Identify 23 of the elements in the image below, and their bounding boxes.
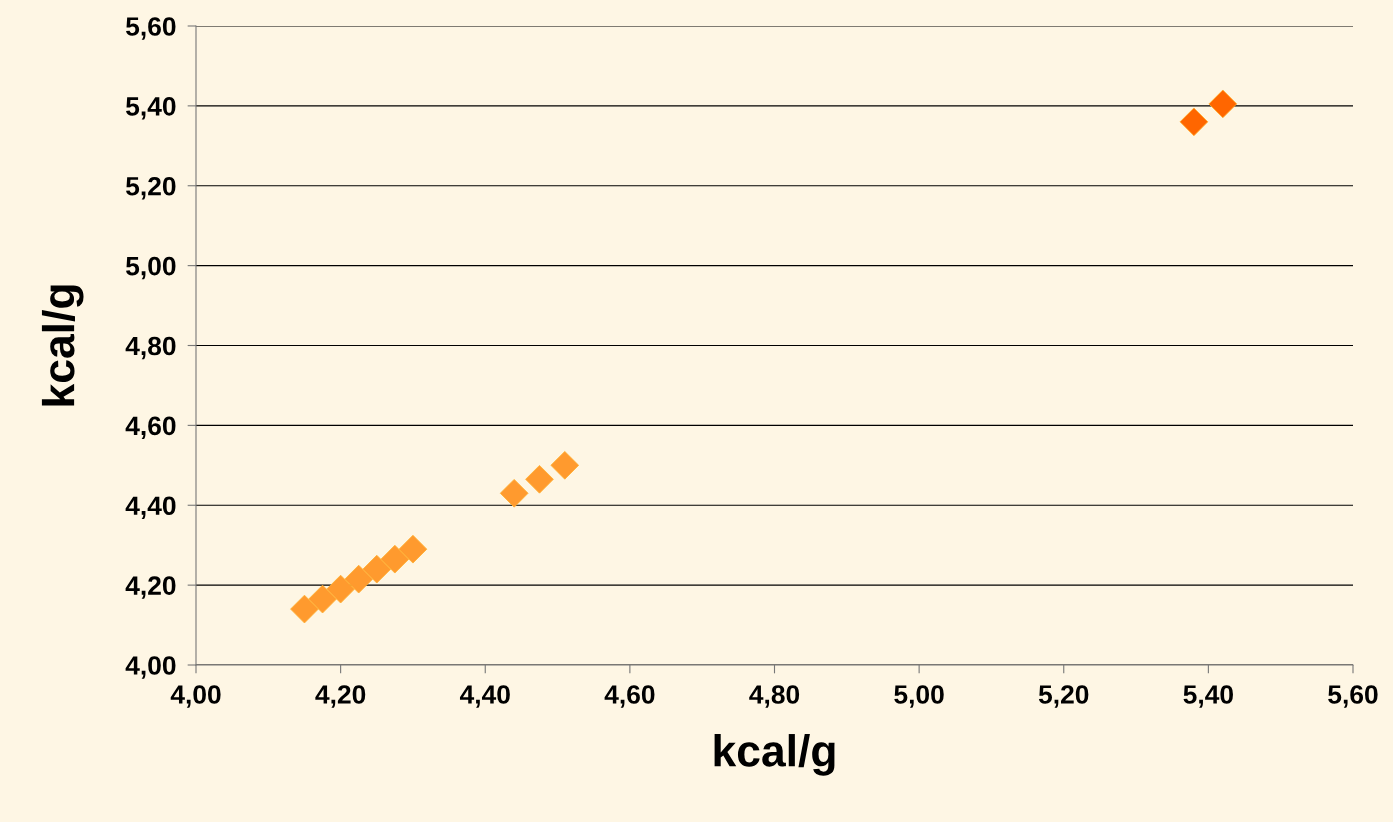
y-tick-label: 5,20 xyxy=(126,176,176,200)
x-tick-label: 5,60 xyxy=(1328,685,1378,708)
x-tick-label: 5,40 xyxy=(1183,685,1233,708)
y-tick-label: 5,40 xyxy=(126,97,176,120)
x-tick-label: 4,80 xyxy=(749,685,800,708)
y-tick-label: 4,00 xyxy=(125,656,176,679)
y-tick-label: 4,20 xyxy=(125,576,176,599)
point xyxy=(344,564,374,594)
x-tick-label: 5,00 xyxy=(894,685,944,708)
y-tick-label: 4,80 xyxy=(125,336,176,360)
point xyxy=(290,594,319,624)
x-axis-title: kcal/g xyxy=(714,734,835,776)
x-tick-label: 4,00 xyxy=(170,685,221,708)
y-tick-label: 4,40 xyxy=(125,496,176,519)
y-tick-label: 5,00 xyxy=(126,256,176,280)
y-axis-title: kcal/g xyxy=(41,285,84,406)
x-tick-label: 4,40 xyxy=(459,685,510,708)
y-tick-label: 4,60 xyxy=(125,416,176,440)
point xyxy=(1179,107,1209,137)
x-tick-label: 4,20 xyxy=(315,685,366,708)
x-tick-label: 4,60 xyxy=(604,685,655,708)
y-tick-label: 5,60 xyxy=(126,17,176,40)
x-tick-label: 5,20 xyxy=(1038,685,1089,708)
